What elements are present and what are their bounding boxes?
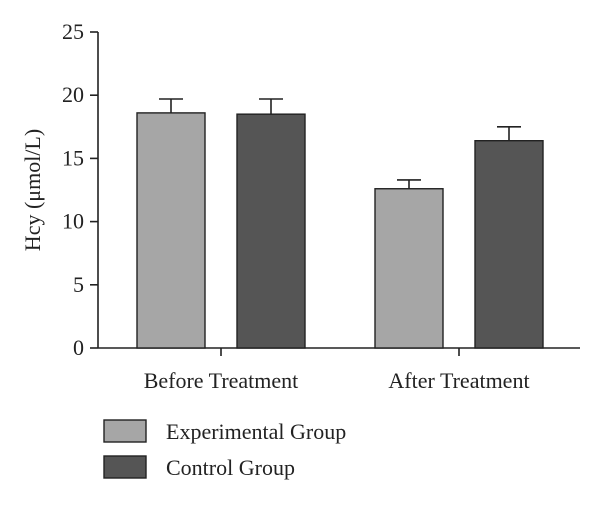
y-tick-label: 15	[62, 145, 84, 170]
bars	[136, 98, 544, 349]
x-category-label: After Treatment	[388, 368, 529, 393]
y-tick-label: 20	[62, 82, 84, 107]
y-tick-label: 25	[62, 19, 84, 44]
bar-experimental-group-1	[374, 188, 444, 349]
legend: Experimental Group Control Group	[103, 419, 346, 480]
legend-swatch	[103, 455, 147, 479]
bar-control-group-0	[236, 113, 306, 349]
bar-experimental-group-0	[136, 112, 206, 349]
x-category-label: Before Treatment	[144, 368, 299, 393]
legend-label: Experimental Group	[166, 419, 346, 444]
legend-label: Control Group	[166, 455, 295, 480]
y-tick-label: 5	[73, 272, 84, 297]
y-tick-label: 0	[73, 335, 84, 360]
bar-control-group-1	[474, 140, 544, 349]
axis-labels: Hcy (μmol/L) Before Treatment After Treatm…	[20, 129, 530, 393]
y-axis-title: Hcy (μmol/L)	[20, 129, 45, 251]
legend-swatch	[103, 419, 147, 443]
y-tick-label: 10	[62, 209, 84, 234]
